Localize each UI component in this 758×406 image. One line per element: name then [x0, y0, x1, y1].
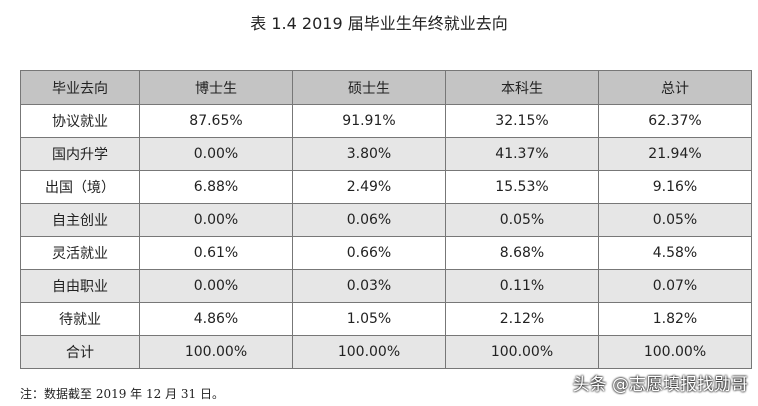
table-cell: 41.37% [445, 137, 599, 171]
table-row: 灵活就业 0.61% 0.66% 8.68% 4.58% [20, 236, 752, 270]
table-cell: 100.00% [598, 335, 752, 369]
table-cell: 6.88% [139, 170, 293, 204]
table-cell: 2.49% [292, 170, 446, 204]
table-cell: 国内升学 [20, 137, 140, 171]
table-row: 国内升学 0.00% 3.80% 41.37% 21.94% [20, 137, 752, 171]
table-cell: 自由职业 [20, 269, 140, 303]
table-body: 协议就业 87.65% 91.91% 32.15% 62.37% 国内升学 0.00% 3.8… [20, 104, 752, 369]
table-cell: 0.11% [445, 269, 599, 303]
table-cell: 32.15% [445, 104, 599, 138]
table-cell: 灵活就业 [20, 236, 140, 270]
table-cell: 91.91% [292, 104, 446, 138]
column-header: 硕士生 [292, 70, 446, 105]
table-cell: 待就业 [20, 302, 140, 336]
table-cell: 2.12% [445, 302, 599, 336]
table-cell: 87.65% [139, 104, 293, 138]
table-cell: 协议就业 [20, 104, 140, 138]
column-header: 本科生 [445, 70, 599, 105]
table-row: 协议就业 87.65% 91.91% 32.15% 62.37% [20, 104, 752, 138]
table-row: 自主创业 0.00% 0.06% 0.05% 0.05% [20, 203, 752, 237]
table-cell: 100.00% [445, 335, 599, 369]
table-cell: 4.58% [598, 236, 752, 270]
table-cell: 0.05% [598, 203, 752, 237]
table-cell: 9.16% [598, 170, 752, 204]
watermark: 头条 @志愿填报找勋哥 [572, 375, 748, 395]
table-cell: 1.82% [598, 302, 752, 336]
table-cell: 自主创业 [20, 203, 140, 237]
data-table: 毕业去向 博士生 硕士生 本科生 总计 协议就业 87.65% 91.91% 32.15% 62… [20, 70, 752, 369]
table-title: 表 1.4 2019 届毕业生年终就业去向 [250, 14, 508, 33]
column-header: 总计 [598, 70, 752, 105]
table-cell: 15.53% [445, 170, 599, 204]
column-header: 毕业去向 [20, 70, 140, 105]
column-header: 博士生 [139, 70, 293, 105]
table-row: 待就业 4.86% 1.05% 2.12% 1.82% [20, 302, 752, 336]
table-cell: 1.05% [292, 302, 446, 336]
table-row: 自由职业 0.00% 0.03% 0.11% 0.07% [20, 269, 752, 303]
table-cell: 0.03% [292, 269, 446, 303]
table-cell: 0.61% [139, 236, 293, 270]
table-row: 合计 100.00% 100.00% 100.00% 100.00% [20, 335, 752, 369]
table-cell: 0.06% [292, 203, 446, 237]
table-cell: 合计 [20, 335, 140, 369]
table-cell: 0.66% [292, 236, 446, 270]
table-cell: 0.00% [139, 137, 293, 171]
table-cell: 3.80% [292, 137, 446, 171]
header-row: 毕业去向 博士生 硕士生 本科生 总计 [20, 70, 752, 105]
table-cell: 100.00% [139, 335, 293, 369]
table-cell: 8.68% [445, 236, 599, 270]
table-cell: 0.07% [598, 269, 752, 303]
table-cell: 0.05% [445, 203, 599, 237]
footnote: 注：数据截至 2019 年 12 月 31 日。 [20, 387, 224, 401]
table-cell: 4.86% [139, 302, 293, 336]
table-cell: 100.00% [292, 335, 446, 369]
table-row: 出国（境） 6.88% 2.49% 15.53% 9.16% [20, 170, 752, 204]
table-cell: 21.94% [598, 137, 752, 171]
table-cell: 62.37% [598, 104, 752, 138]
table-cell: 0.00% [139, 269, 293, 303]
table-cell: 0.00% [139, 203, 293, 237]
table-cell: 出国（境） [20, 170, 140, 204]
